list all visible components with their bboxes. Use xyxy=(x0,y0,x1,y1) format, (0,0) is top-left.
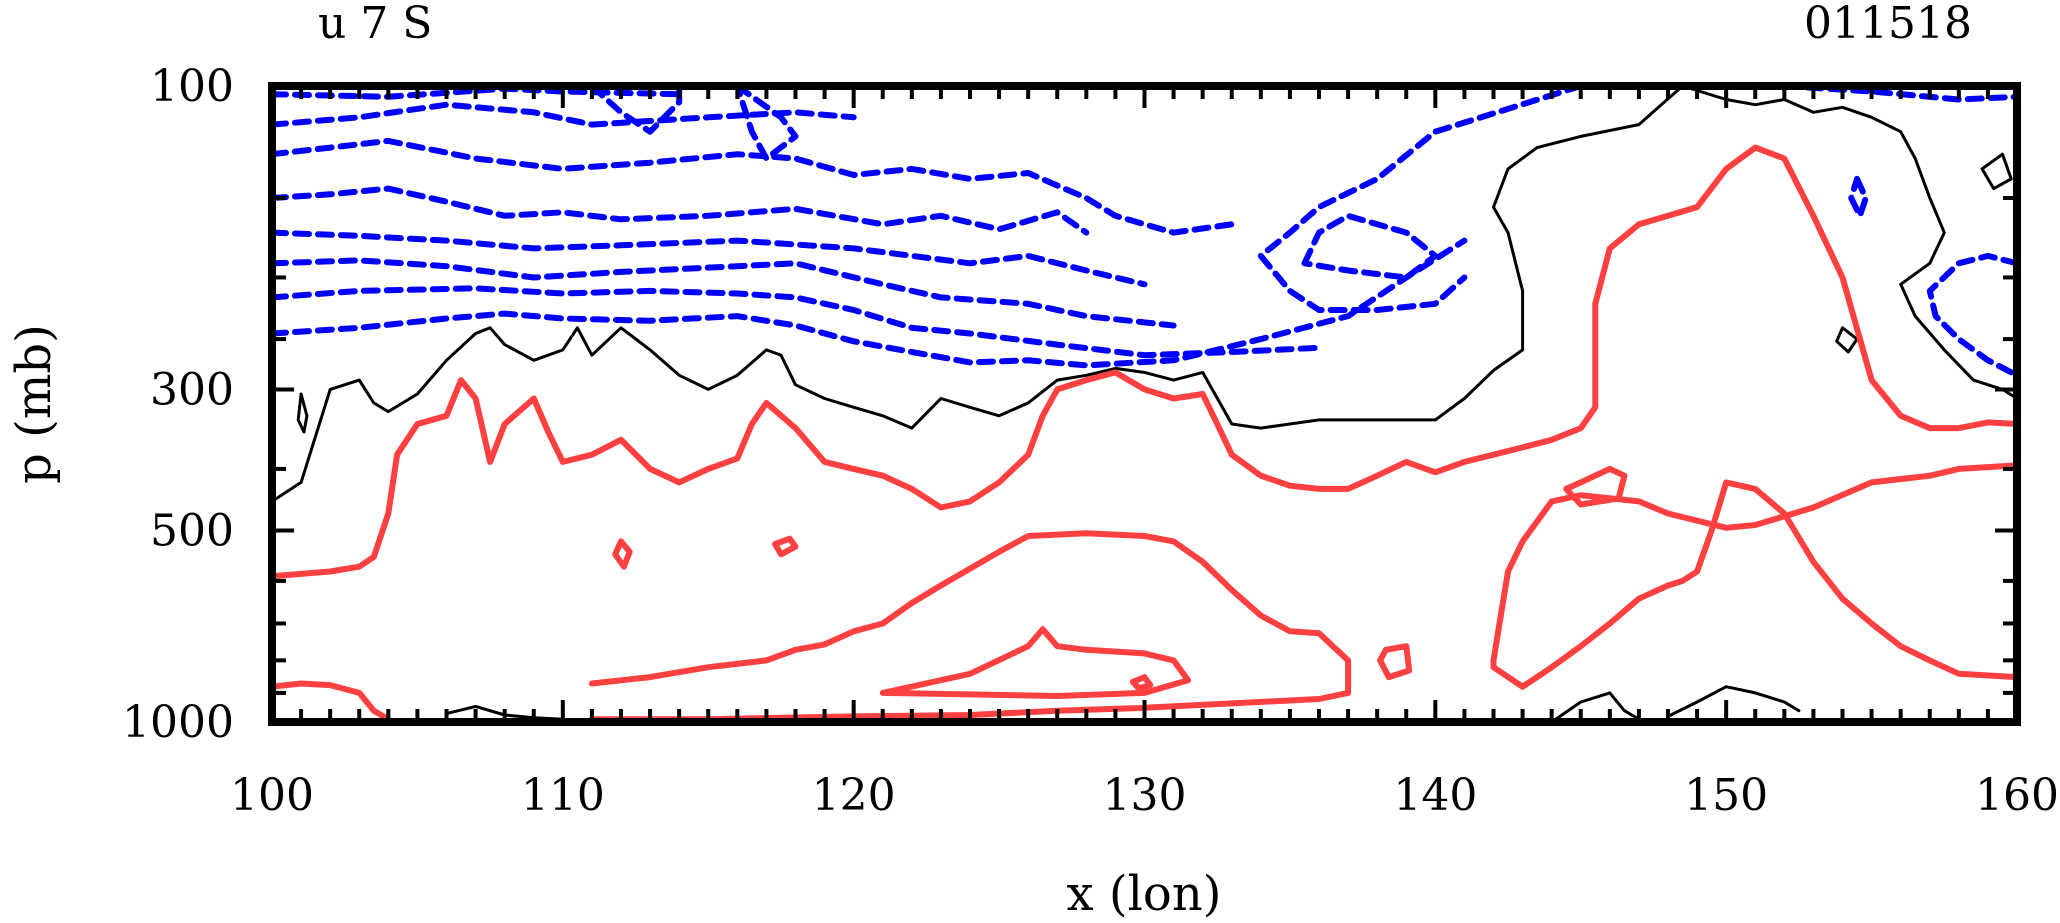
x-tick-label: 100 xyxy=(230,770,314,821)
contour-positive-11 xyxy=(1377,643,1413,681)
tick-labels: 100 110 120 130 140 150 160 100 300 500 1000 xyxy=(122,61,2059,821)
contour-zero-8 xyxy=(1666,685,1801,718)
x-tick-label: 130 xyxy=(1103,770,1187,821)
contour-positive-8 xyxy=(772,535,799,558)
contour-negative-5 xyxy=(272,229,1148,288)
x-tick-label: 140 xyxy=(1393,770,1477,821)
contour-zero-3 xyxy=(296,392,309,434)
contour-positive-1 xyxy=(272,144,2017,580)
contour-positive-9 xyxy=(612,538,633,570)
y-tick-label: 300 xyxy=(150,364,234,415)
contour-zero-5 xyxy=(1980,152,2013,191)
contour-negative-8 xyxy=(272,237,1468,369)
x-tick-label: 110 xyxy=(521,770,605,821)
contour-positive-6 xyxy=(1519,479,2017,690)
x-axis-label: x (lon) xyxy=(1067,866,1222,922)
contour-negative-9 xyxy=(1257,86,1584,313)
contour-positive-4 xyxy=(879,626,1192,699)
contour-negative-3 xyxy=(272,137,1235,236)
x-tick-label: 120 xyxy=(812,770,896,821)
chart-title-right: 011518 xyxy=(1804,0,1972,49)
x-tick-label: 160 xyxy=(1975,770,2059,821)
contour-negative-12 xyxy=(1926,252,2017,379)
plot-frame xyxy=(268,82,2021,726)
contour-zero-7 xyxy=(1550,691,1641,722)
contour-positive-7 xyxy=(1563,465,1628,508)
chart-title-left: u 7 S xyxy=(318,0,432,49)
contour-negative-13 xyxy=(1848,175,1869,219)
contour-negative-2 xyxy=(272,101,857,128)
contour-negative-4 xyxy=(272,185,1090,236)
y-tick-label: 1000 xyxy=(122,697,234,748)
contour-negative-15 xyxy=(734,86,799,162)
y-tick-label: 500 xyxy=(150,506,234,557)
contour-negative-7 xyxy=(272,285,1322,359)
x-tick-label: 150 xyxy=(1684,770,1768,821)
contour-positive-5 xyxy=(1490,462,2017,690)
y-axis-label: p (mb) xyxy=(6,324,62,484)
contour-positive-10 xyxy=(1129,674,1154,692)
contour-zero-4 xyxy=(1835,326,1859,354)
contour-zero-2 xyxy=(1681,86,2017,400)
contour-negative-6 xyxy=(272,257,1177,329)
contour-zero-1 xyxy=(272,86,1684,503)
y-tick-label: 100 xyxy=(150,61,234,112)
contour-positive-2 xyxy=(272,680,392,722)
contour-negative-10 xyxy=(1301,212,1439,281)
